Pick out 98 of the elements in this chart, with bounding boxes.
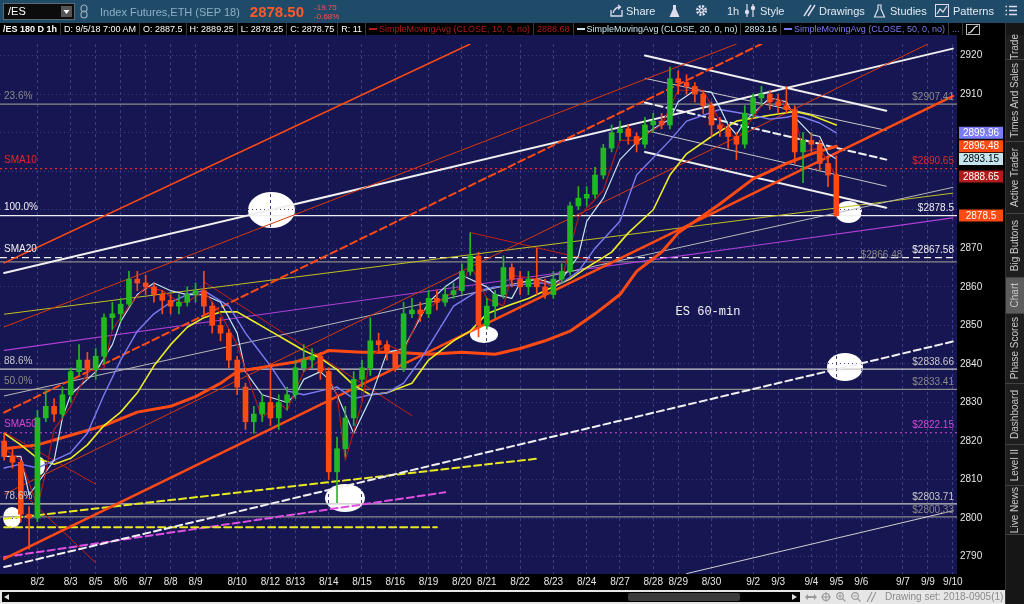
x-tick-label: 8/14 <box>318 575 339 587</box>
text: 2896.48 <box>962 140 1000 152</box>
x-tick-label: 8/13 <box>285 575 306 587</box>
x-tick-label: 9/4 <box>804 575 819 587</box>
ref-line-label: $2838.66 <box>912 355 955 367</box>
text: 2899.96 <box>962 127 1000 139</box>
text: L: 2878.25 <box>237 23 288 35</box>
x-tick-label: 8/28 <box>643 575 664 587</box>
tab: Chart <box>1006 278 1024 314</box>
text: 2888.65 <box>962 170 1000 182</box>
text: H: 2889.25 <box>186 23 238 35</box>
annotation: 100.0% <box>4 201 39 213</box>
tab: Dashboard <box>1006 384 1024 445</box>
y-tick-label: 2790 <box>960 550 983 562</box>
x-tick-label: 8/22 <box>510 575 531 587</box>
ref-line-label: $2907.41 <box>912 90 955 102</box>
text: Drawings <box>819 4 865 18</box>
ref-line-label: $2800.33 <box>912 503 955 515</box>
x-tick-label: 8/10 <box>227 575 248 587</box>
text: SimpleMovingAvg (CLOSE, 50, 0, no) <box>781 23 949 35</box>
ref-line-label: $2878.5 <box>917 202 955 214</box>
x-tick-label: 8/19 <box>418 575 439 587</box>
ref-line-label: $2833.41 <box>912 376 955 388</box>
x-tick-label: 9/10 <box>943 575 964 587</box>
text: -0.68% <box>314 11 340 21</box>
tab: Trade <box>1006 35 1024 60</box>
annotation: 23.6% <box>4 89 33 101</box>
x-tick-label: 9/9 <box>920 575 936 587</box>
text: 2893.15 <box>962 153 1000 165</box>
tab: Phase Scores <box>1006 314 1024 384</box>
x-tick-label: 8/30 <box>701 575 722 587</box>
chart-title: /ES 180 D 1h <box>0 23 62 35</box>
x-tick-label: 9/3 <box>771 575 786 587</box>
tab: Times And Sales <box>1006 60 1024 142</box>
text: Studies <box>890 4 927 18</box>
annotation: ES 60-min <box>674 305 742 320</box>
x-tick-label: 9/7 <box>895 575 911 587</box>
x-tick-label: 8/3 <box>63 575 79 587</box>
text: O: 2887.5 <box>140 23 187 35</box>
y-tick-label: 2910 <box>960 87 983 99</box>
x-tick-label: 8/8 <box>163 575 178 587</box>
y-tick-label: 2920 <box>960 49 983 61</box>
x-tick-label: 8/16 <box>385 575 406 587</box>
tab: Live News <box>1006 486 1024 535</box>
y-tick-label: 2820 <box>960 434 983 446</box>
text: 1h <box>727 4 740 18</box>
x-tick-label: 9/5 <box>829 575 844 587</box>
ref-line-label: $2890.65 <box>912 155 955 167</box>
tab: Big Buttons <box>1006 214 1024 278</box>
x-tick-label: 8/5 <box>88 575 104 587</box>
x-tick-label: 9/6 <box>854 575 869 587</box>
x-tick-label: 9/2 <box>746 575 761 587</box>
text: R: 11 <box>338 23 367 35</box>
ref-line-label: $2822.15 <box>912 419 955 431</box>
text: 2878.5 <box>965 209 997 221</box>
x-tick-label: 8/2 <box>30 575 45 587</box>
text: ... <box>948 23 964 35</box>
x-tick-label: 8/29 <box>668 575 689 587</box>
x-tick-label: 8/24 <box>576 575 597 587</box>
y-tick-label: 2860 <box>960 280 983 292</box>
text: 2878.50 <box>249 3 305 20</box>
text: Drawing set: 2018-0905(1) <box>885 591 1004 603</box>
y-tick-label: 2850 <box>960 319 983 331</box>
ref-line-label: $2867.58 <box>912 244 955 256</box>
y-tick-label: 2840 <box>960 357 983 369</box>
tab: Level II <box>1006 445 1024 486</box>
y-tick-label: 2830 <box>960 396 983 408</box>
text: C: 2878.75 <box>287 23 339 35</box>
text: SimpleMovingAvg (CLOSE, 20, 0, no) <box>573 23 742 35</box>
y-tick-label: 2870 <box>960 242 983 254</box>
x-tick-label: 8/9 <box>188 575 203 587</box>
x-tick-label: 8/6 <box>113 575 129 587</box>
annotation: SMA10 <box>4 154 38 166</box>
text: 2893.16 <box>741 23 781 35</box>
ref-line-label: $2803.71 <box>912 490 955 502</box>
annotation: 50.0% <box>4 375 33 387</box>
tab: Active Trader <box>1006 142 1024 214</box>
text: Patterns <box>953 4 994 18</box>
ref-line-label: $2866.48 <box>860 248 903 260</box>
x-tick-label: 8/12 <box>260 575 281 587</box>
x-tick-label: 8/21 <box>477 575 497 587</box>
text: SimpleMovingAvg (CLOSE, 10, 0, no) <box>366 23 534 35</box>
y-tick-label: 2800 <box>960 511 983 523</box>
text: -19.75 <box>314 2 338 12</box>
x-tick-label: 8/27 <box>610 575 631 587</box>
text: D: 9/5/18 7:00 AM <box>61 23 141 35</box>
text: Index Futures,ETH (SEP 18) <box>100 5 240 18</box>
x-tick-label: 8/23 <box>543 575 564 587</box>
annotation: 88.6% <box>4 354 33 366</box>
annotation: SMA20 <box>4 243 38 255</box>
text: Share <box>626 4 656 18</box>
text: 2888.68 <box>534 23 574 35</box>
y-tick-label: 2810 <box>960 473 983 485</box>
symbol-field: /ES <box>3 3 75 20</box>
x-tick-label: 8/7 <box>138 575 154 587</box>
x-tick-label: 8/15 <box>352 575 373 587</box>
x-tick-label: 8/20 <box>452 575 473 587</box>
text: Style <box>760 4 785 18</box>
